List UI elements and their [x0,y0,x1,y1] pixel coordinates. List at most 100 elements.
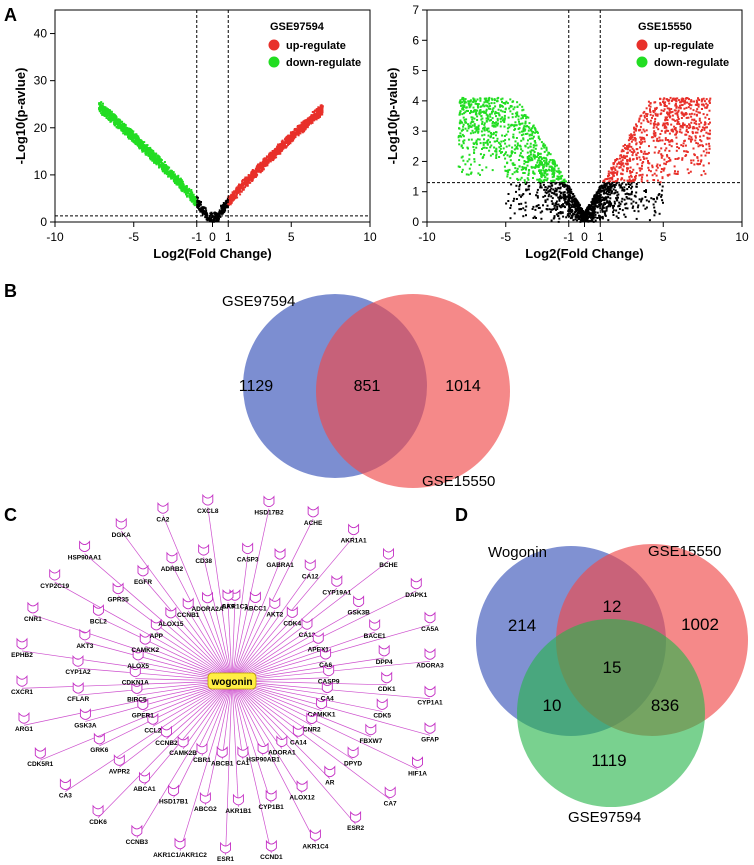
data-point [187,192,190,194]
data-point [502,102,505,104]
data-point [607,175,609,178]
data-point [626,162,629,165]
data-point [534,140,536,142]
data-point [467,127,470,130]
data-point [110,116,113,119]
y-tick-label: 30 [34,74,48,88]
data-point [314,109,316,112]
data-point [171,174,174,176]
data-point [598,216,601,219]
data-point [509,159,512,162]
data-point [494,105,497,108]
data-point [544,161,547,164]
data-point [659,181,662,184]
data-point [645,191,647,193]
data-point [637,210,640,213]
data-point [614,191,617,194]
data-point [297,134,300,137]
data-point [512,163,515,166]
data-point [277,146,279,149]
data-point [303,126,306,129]
data-point [532,146,535,149]
data-point [144,144,146,147]
data-point [691,138,694,141]
data-point [540,169,543,172]
data-point [526,132,529,135]
data-point [609,184,612,187]
data-point [311,114,314,117]
data-point [623,188,626,191]
data-point [509,105,512,107]
data-point [519,152,522,155]
data-point [530,129,532,131]
data-point [185,189,188,192]
data-point [586,218,589,221]
data-point [520,117,523,120]
data-point [492,125,495,128]
data-point [98,110,101,113]
data-point [117,120,120,123]
data-point [544,171,547,174]
data-point [533,166,536,169]
y-tick-label: 10 [34,168,48,182]
data-point [698,125,701,128]
data-point [499,120,502,123]
data-point [525,168,527,171]
data-point [551,173,554,176]
data-point [305,124,308,127]
legend-marker [268,39,280,51]
data-point [626,179,629,182]
data-point [606,182,608,185]
data-point [515,124,518,127]
data-point [561,211,564,214]
data-point [108,118,111,121]
data-point [261,165,264,168]
data-point [656,196,659,199]
data-point [685,128,688,131]
data-point [683,150,686,153]
data-point [98,102,101,105]
data-point [662,201,664,204]
data-point [108,110,110,113]
data-point [652,111,655,114]
data-point [586,219,589,222]
data-point [537,154,540,157]
data-point [253,169,256,172]
data-point [199,203,202,206]
data-point [633,209,636,212]
y-axis-label: -Log10(p-avlue) [13,68,28,165]
data-point [550,180,553,183]
data-point [500,117,503,120]
data-point [502,119,504,122]
data-point [653,214,656,217]
data-point [549,189,552,191]
data-point [667,129,670,132]
data-point [183,191,186,194]
data-point [190,197,193,200]
data-point [602,206,605,209]
data-point [252,176,255,179]
data-point [468,125,471,128]
data-point [625,202,628,205]
data-point [461,106,464,109]
data-point [529,151,532,154]
data-point [240,185,243,188]
data-point [629,193,631,196]
data-point [559,211,562,213]
data-point [603,189,606,192]
data-point [617,217,620,219]
data-point [703,100,706,103]
data-point [525,115,528,118]
data-point [220,205,223,208]
data-point [535,194,538,197]
data-point [524,122,527,125]
data-point [263,161,266,164]
data-point [463,104,466,107]
data-point [127,131,130,133]
data-point [500,140,503,143]
data-point [641,140,644,143]
data-point [565,201,568,204]
data-point [555,190,558,193]
data-point [557,170,560,173]
data-point [477,131,480,134]
